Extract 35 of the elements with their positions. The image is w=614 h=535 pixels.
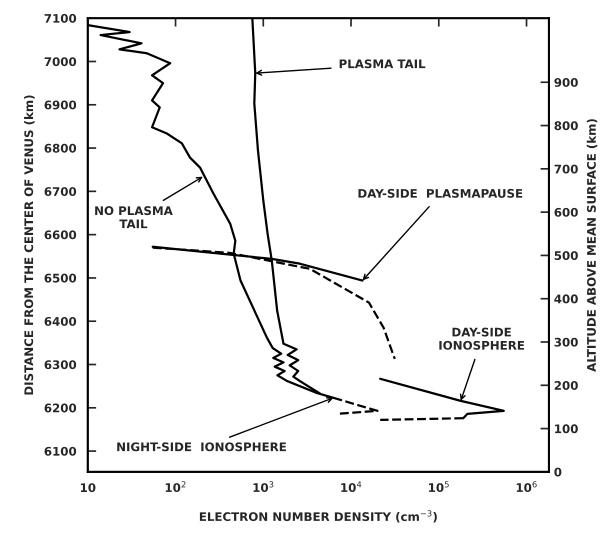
y2-tick-label: 700 bbox=[554, 164, 578, 174]
y2-tick-label: 500 bbox=[554, 251, 578, 260]
x-tick-label: 10$^{5}$ bbox=[429, 481, 449, 492]
y2-tick-label: 600 bbox=[554, 208, 578, 217]
y-tick-label: 7000 bbox=[44, 57, 76, 66]
y2-tick-label: 100 bbox=[555, 424, 578, 434]
y2-tick-label: 400 bbox=[554, 294, 578, 304]
y2-tick-label: 800 bbox=[554, 121, 578, 130]
x-tick-label: 10$^{6}$ bbox=[516, 481, 537, 492]
y-tick-label: 6800 bbox=[44, 144, 76, 153]
x-tick-label: 10$^{4}$ bbox=[341, 481, 362, 492]
y-tick-label: 6100 bbox=[44, 446, 76, 456]
y2-tick-label: 900 bbox=[554, 78, 578, 87]
y-tick-label: 7100 bbox=[44, 14, 76, 23]
y-tick-label: 6300 bbox=[44, 360, 76, 370]
annotation: NO PLASMA TAIL bbox=[95, 206, 173, 228]
x-axis-title: ELECTRON NUMBER DENSITY (cm$^{−3}$) bbox=[200, 510, 437, 522]
y-tick-label: 6900 bbox=[44, 100, 76, 110]
y-axis-title: DISTANCE FROM THE CENTER OF VENUS (km) bbox=[24, 95, 35, 395]
y2-tick-label: 200 bbox=[554, 381, 578, 390]
y2-tick-label: 300 bbox=[554, 338, 578, 347]
y-tick-label: 6600 bbox=[44, 230, 76, 240]
annotation: DAY-SIDE IONOSPHERE bbox=[439, 328, 524, 350]
x-tick-label: 10 bbox=[80, 483, 96, 492]
y-tick-label: 6400 bbox=[44, 316, 76, 326]
y-tick-label: 6700 bbox=[44, 187, 76, 196]
x-tick-label: 10$^{2}$ bbox=[166, 481, 186, 492]
annotation: PLASMA TAIL bbox=[340, 59, 426, 68]
y-tick-label: 6200 bbox=[44, 404, 76, 412]
y2-axis-title: ALTITUDE ABOVE MEAN SURFACE (km) bbox=[586, 119, 598, 372]
annotation: DAY-SIDE PLASMAPAUSE bbox=[358, 188, 522, 198]
y2-tick-label: 0 bbox=[554, 468, 562, 477]
x-tick-label: 10$^{3}$ bbox=[254, 481, 274, 492]
y-tick-label: 6500 bbox=[44, 274, 76, 283]
annotation: NIGHT-SIDE IONOSPHERE bbox=[117, 442, 286, 452]
